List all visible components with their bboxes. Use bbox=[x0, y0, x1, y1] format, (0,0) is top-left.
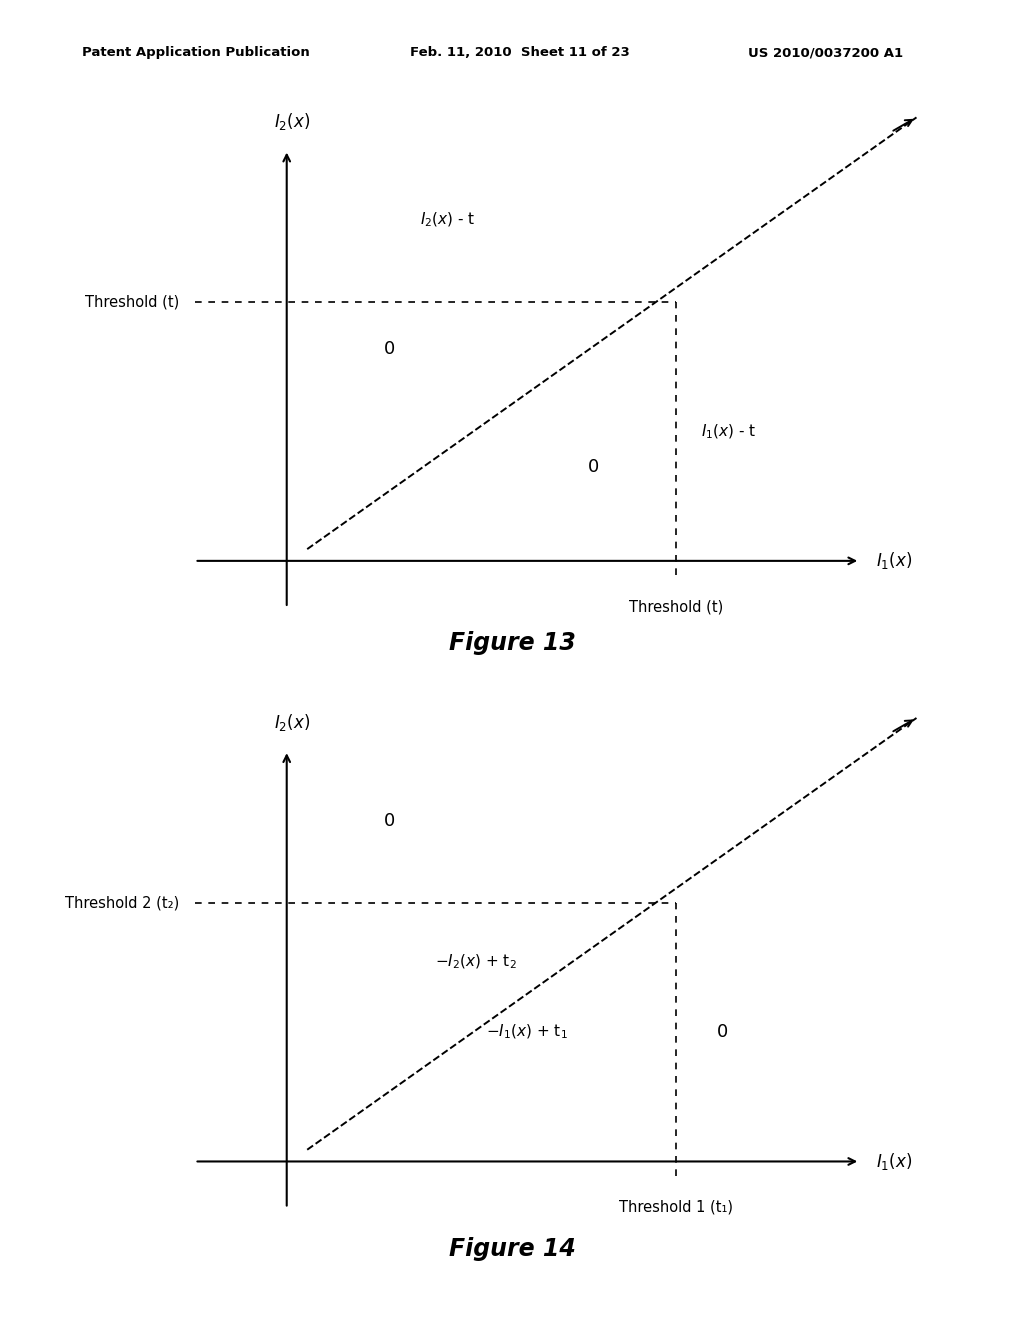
Text: 0: 0 bbox=[589, 458, 599, 477]
Text: Patent Application Publication: Patent Application Publication bbox=[82, 46, 309, 59]
Text: $\mathit{I}_1(x)$: $\mathit{I}_1(x)$ bbox=[876, 1151, 911, 1172]
Text: Feb. 11, 2010  Sheet 11 of 23: Feb. 11, 2010 Sheet 11 of 23 bbox=[410, 46, 630, 59]
Text: 0: 0 bbox=[717, 1023, 728, 1041]
Text: Threshold (t): Threshold (t) bbox=[629, 599, 723, 614]
Text: $\mathit{I}_2(x)$ - t: $\mathit{I}_2(x)$ - t bbox=[420, 211, 475, 230]
Text: $-\mathit{I}_2(x)$ + t$_2$: $-\mathit{I}_2(x)$ + t$_2$ bbox=[435, 953, 517, 972]
Text: Figure 14: Figure 14 bbox=[449, 1237, 575, 1262]
Text: Threshold 2 (t₂): Threshold 2 (t₂) bbox=[65, 895, 179, 911]
Text: Threshold 1 (t₁): Threshold 1 (t₁) bbox=[618, 1200, 733, 1214]
Text: 0: 0 bbox=[384, 341, 394, 359]
Text: 0: 0 bbox=[384, 812, 394, 830]
Text: $\mathit{I}_2(x)$: $\mathit{I}_2(x)$ bbox=[273, 111, 310, 132]
Text: $\mathit{I}_1(x)$ - t: $\mathit{I}_1(x)$ - t bbox=[701, 422, 757, 441]
Text: US 2010/0037200 A1: US 2010/0037200 A1 bbox=[748, 46, 902, 59]
Text: $\mathit{I}_1(x)$: $\mathit{I}_1(x)$ bbox=[876, 550, 911, 572]
Text: Figure 13: Figure 13 bbox=[449, 631, 575, 655]
Text: $-\mathit{I}_1(x)$ + t$_1$: $-\mathit{I}_1(x)$ + t$_1$ bbox=[486, 1023, 568, 1041]
Text: $\mathit{I}_2(x)$: $\mathit{I}_2(x)$ bbox=[273, 711, 310, 733]
Text: Threshold (t): Threshold (t) bbox=[85, 294, 179, 310]
